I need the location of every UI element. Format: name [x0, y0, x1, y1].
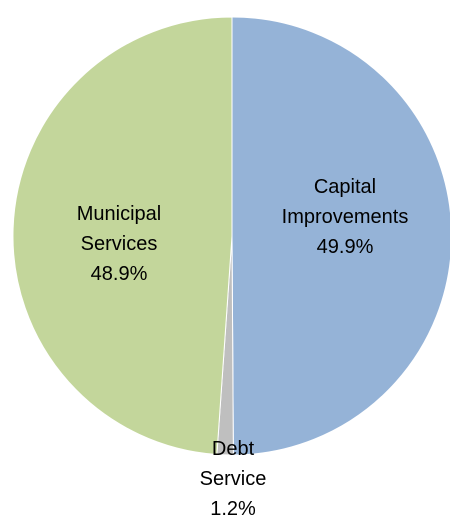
pie-slice-municipal-services [12, 16, 233, 456]
pie-slice-capital-improvements [231, 16, 450, 456]
slice-category-label: Service [200, 468, 267, 490]
slice-label-debt-service: Debt Service 1.2% [200, 438, 267, 520]
slice-category-label: Capital [314, 176, 376, 198]
slice-category-label: Improvements [282, 206, 409, 228]
slice-label-municipal-services: Municipal Services 48.9% [77, 203, 161, 285]
slice-label-capital-improvements: Capital Improvements 49.9% [282, 176, 409, 258]
slice-percent-label: 49.9% [317, 236, 374, 258]
slice-category-label: Debt [212, 438, 255, 460]
slice-percent-label: 48.9% [91, 263, 148, 285]
slice-category-label: Services [81, 233, 158, 255]
slice-category-label: Municipal [77, 203, 161, 225]
pie-labels: Capital Improvements 49.9% Debt Service 1.2% M… [77, 176, 409, 520]
slice-percent-label: 1.2% [210, 498, 256, 520]
pie-slices [12, 16, 450, 456]
